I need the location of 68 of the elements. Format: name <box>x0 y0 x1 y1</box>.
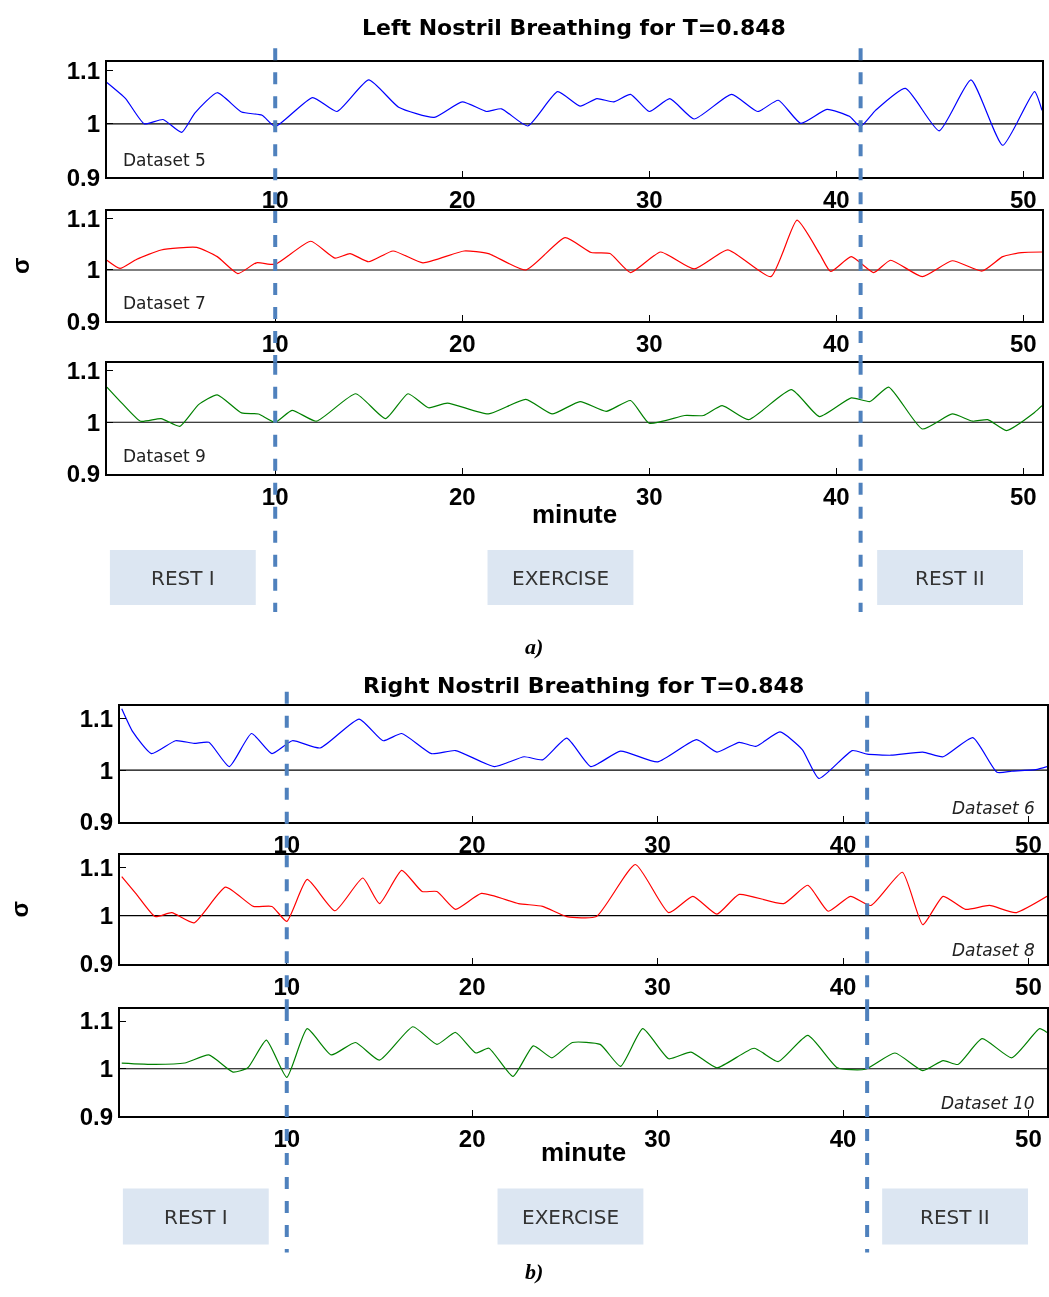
x-tick-label: 50 <box>1015 1125 1042 1153</box>
y-tick-label: 0.9 <box>66 163 101 191</box>
x-tick-label: 40 <box>822 330 850 358</box>
x-tick-label: 40 <box>829 830 857 858</box>
y-axis-title: σ <box>6 257 34 275</box>
y-tick-label: 0.9 <box>66 460 101 488</box>
x-tick-label: 30 <box>635 330 663 358</box>
x-tick-label: 10 <box>261 186 289 214</box>
x-tick-label: 10 <box>273 972 301 1000</box>
x-tick-label: 20 <box>458 1125 486 1153</box>
chart-title: Left Nostril Breathing for T=0.848 <box>362 15 786 40</box>
text: EXERCISE <box>512 566 610 590</box>
y-tick-label: 0.9 <box>79 1102 114 1130</box>
y-tick-label: 1.1 <box>79 704 114 732</box>
x-tick-label: 40 <box>829 972 857 1000</box>
y-tick-label: 1 <box>86 110 101 138</box>
y-tick-label: 1.1 <box>66 56 101 84</box>
y-axis-title: σ <box>6 901 34 918</box>
x-tick-label: 20 <box>448 186 476 214</box>
text: a) <box>525 634 544 659</box>
x-tick-label: 50 <box>1009 330 1037 358</box>
y-tick-label: 1.1 <box>79 1007 114 1035</box>
x-tick-label: 10 <box>261 482 289 510</box>
x-tick-label: 20 <box>458 972 486 1000</box>
x-tick-label: 40 <box>829 1125 857 1153</box>
y-tick-label: 1 <box>99 1055 114 1083</box>
text: REST II <box>920 1205 990 1229</box>
x-tick-label: 10 <box>261 330 289 358</box>
text: REST I <box>164 1205 228 1229</box>
series-label: Dataset 10 <box>941 1093 1035 1113</box>
x-tick-label: 10 <box>273 1125 301 1153</box>
x-tick-label: 30 <box>644 1125 671 1153</box>
y-tick-label: 1 <box>86 408 101 436</box>
x-tick-label: 30 <box>635 186 663 214</box>
y-tick-label: 1 <box>86 256 101 284</box>
y-tick-label: 1 <box>99 901 114 929</box>
x-tick-label: 20 <box>448 330 476 358</box>
y-tick-label: 1.1 <box>66 205 101 233</box>
x-tick-label: 20 <box>448 482 476 510</box>
y-tick-label: 1.1 <box>66 356 101 384</box>
x-tick-label: 40 <box>822 482 850 510</box>
x-tick-label: 40 <box>822 186 850 214</box>
text: REST I <box>151 566 215 590</box>
y-tick-label: 0.9 <box>79 808 114 836</box>
y-tick-label: 1.1 <box>79 853 114 881</box>
chart-title: Right Nostril Breathing for T=0.848 <box>363 673 805 698</box>
x-tick-label: 10 <box>273 830 301 858</box>
y-tick-label: 0.9 <box>66 307 101 335</box>
x-tick-label: 50 <box>1015 830 1042 858</box>
y-tick-label: 0.9 <box>79 950 114 978</box>
x-tick-label: 30 <box>635 482 663 510</box>
series-label: Dataset 5 <box>123 150 206 170</box>
series-label: Dataset 6 <box>952 798 1035 818</box>
text: REST II <box>915 566 985 590</box>
x-tick-label: 30 <box>644 972 671 1000</box>
x-tick-label: 50 <box>1009 186 1037 214</box>
x-axis-title: minute <box>541 1137 627 1167</box>
x-tick-label: 20 <box>458 830 486 858</box>
series-label: Dataset 7 <box>123 293 206 313</box>
x-tick-label: 30 <box>644 830 671 858</box>
series-label: Dataset 8 <box>952 940 1035 960</box>
x-axis-title: minute <box>532 499 618 529</box>
text: b) <box>525 1259 544 1284</box>
x-tick-label: 50 <box>1009 482 1037 510</box>
series-label: Dataset 9 <box>123 446 206 466</box>
y-tick-label: 1 <box>99 756 114 784</box>
x-tick-label: 50 <box>1015 972 1042 1000</box>
text: EXERCISE <box>522 1205 620 1229</box>
